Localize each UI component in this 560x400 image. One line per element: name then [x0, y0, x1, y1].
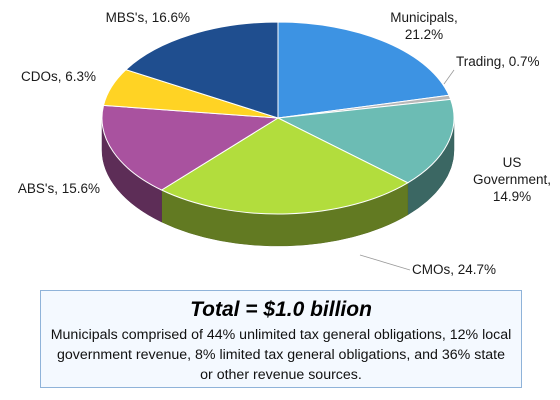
total-title: Total = $1.0 billion — [190, 298, 372, 321]
summary-note: Municipals comprised of 44% unlimited ta… — [50, 327, 512, 383]
pie-chart: Municipals, 21.2% Trading, 0.7% US Governmen… — [18, 10, 551, 277]
leader-trading — [443, 69, 455, 85]
slice-us-government — [276, 98, 455, 184]
label-trading: Trading, 0.7% — [456, 54, 540, 69]
summary-box: Total = $1.0 billion Municipals comprise… — [40, 290, 522, 388]
label-cdos: CDOs, 6.3% — [21, 69, 96, 84]
label-mbs-s: MBS's, 16.6% — [106, 10, 190, 25]
label-abs-s: ABS's, 15.6% — [18, 181, 100, 196]
pie-tops — [101, 21, 455, 215]
slice-abs-s — [101, 104, 280, 191]
label-us-government: US Government, 14.9% — [473, 155, 551, 204]
leader-cmos — [359, 254, 411, 271]
slice-municipals — [277, 21, 450, 119]
label-cmos: CMOs, 24.7% — [412, 262, 496, 277]
pie-labels: Municipals, 21.2% Trading, 0.7% US Governmen… — [18, 10, 551, 277]
label-municipals: Municipals, 21.2% — [390, 10, 458, 42]
slice-cmos — [160, 117, 409, 215]
slice-mbs-s — [124, 21, 279, 119]
